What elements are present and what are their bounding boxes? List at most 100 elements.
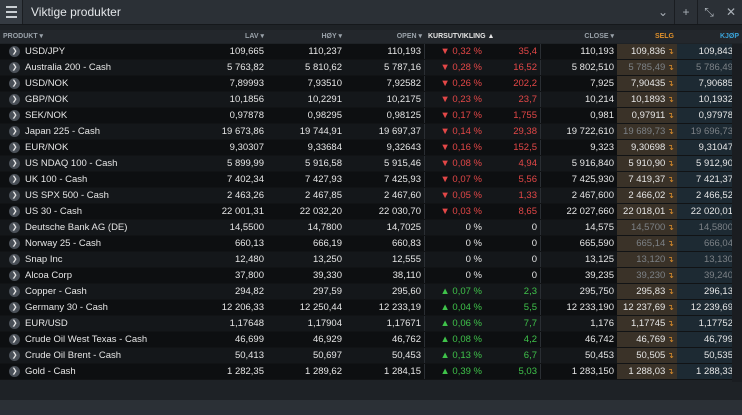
product-cell[interactable]: ❯ UK 100 - Cash: [0, 172, 186, 187]
table-row[interactable]: ❯ Germany 30 - Cash 12 206,33 12 250,44 12 2…: [0, 300, 742, 316]
expand-arrow-icon[interactable]: ❯: [9, 318, 20, 329]
table-row[interactable]: ❯ EUR/USD 1,17648 1,17904 1,17671 ▲ 0,06 % 7,7…: [0, 316, 742, 332]
product-cell[interactable]: ❯ US NDAQ 100 - Cash: [0, 156, 186, 171]
expand-arrow-icon[interactable]: ❯: [9, 62, 20, 73]
expand-arrow-icon[interactable]: ❯: [9, 270, 20, 281]
table-row[interactable]: ❯ UK 100 - Cash 7 402,34 7 427,93 7 425,93 ▼ …: [0, 172, 742, 188]
expand-arrow-icon[interactable]: ❯: [9, 190, 20, 201]
product-cell[interactable]: ❯ Snap Inc: [0, 252, 186, 267]
expand-arrow-icon[interactable]: ❯: [9, 238, 20, 249]
table-row[interactable]: ❯ US 30 - Cash 22 001,31 22 032,20 22 030,70…: [0, 204, 742, 220]
table-row[interactable]: ❯ USD/JPY 109,665 110,237 110,193 ▼ 0,32 % 35,…: [0, 44, 742, 60]
column-product[interactable]: PRODUKT ▾: [3, 33, 44, 40]
scrollbar[interactable]: [732, 44, 742, 382]
sell-button[interactable]: 0,97911 ↴: [617, 108, 677, 123]
table-row[interactable]: ❯ Crude Oil Brent - Cash 50,413 50,697 50,45…: [0, 348, 742, 364]
expand-arrow-icon[interactable]: ❯: [9, 222, 20, 233]
product-cell[interactable]: ❯ EUR/NOK: [0, 140, 186, 155]
product-cell[interactable]: ❯ Copper - Cash: [0, 284, 186, 299]
sell-button[interactable]: 12 237,69 ↴: [617, 300, 677, 315]
product-cell[interactable]: ❯ USD/NOK: [0, 76, 186, 91]
sell-button[interactable]: 109,836 ↴: [617, 44, 677, 59]
sell-button[interactable]: 19 689,73 ↴: [617, 124, 677, 139]
expand-arrow-icon[interactable]: ❯: [9, 286, 20, 297]
table-row[interactable]: ❯ Crude Oil West Texas - Cash 46,699 46,929…: [0, 332, 742, 348]
product-cell[interactable]: ❯ SEK/NOK: [0, 108, 186, 123]
chevron-down-icon[interactable]: ⌄: [657, 5, 669, 19]
table-row[interactable]: ❯ US SPX 500 - Cash 2 463,26 2 467,85 2 467,…: [0, 188, 742, 204]
column-sell[interactable]: SELG: [654, 33, 674, 40]
plus-icon[interactable]: +: [682, 5, 690, 19]
sell-button[interactable]: 7,90435 ↴: [617, 76, 677, 91]
expand-arrow-icon[interactable]: ❯: [9, 110, 20, 121]
sell-button[interactable]: 50,505 ↴: [617, 348, 677, 363]
table-row[interactable]: ❯ Japan 225 - Cash 19 673,86 19 744,91 19 69…: [0, 124, 742, 140]
expand-arrow-icon[interactable]: ❯: [9, 334, 20, 345]
sell-button[interactable]: 14,5700 ↴: [617, 220, 677, 235]
table-row[interactable]: ❯ Alcoa Corp 37,800 39,330 38,110 0 % 0 39,235 3…: [0, 268, 742, 284]
sell-button[interactable]: 2 466,02 ↴: [617, 188, 677, 203]
expand-arrow-icon[interactable]: ❯: [9, 206, 20, 217]
resize-icon[interactable]: ⤡: [704, 4, 714, 19]
sell-button[interactable]: 10,1893 ↴: [617, 92, 677, 107]
expand-arrow-icon[interactable]: ❯: [9, 302, 20, 313]
column-close[interactable]: CLOSE ▾: [584, 33, 614, 40]
product-cell[interactable]: ❯ Japan 225 - Cash: [0, 124, 186, 139]
expand-arrow-icon[interactable]: ❯: [9, 78, 20, 89]
expand-arrow-icon[interactable]: ❯: [9, 142, 20, 153]
sell-button[interactable]: 295,83 ↴: [617, 284, 677, 299]
sell-button[interactable]: 1,17745 ↴: [617, 316, 677, 331]
product-cell[interactable]: ❯ EUR/USD: [0, 316, 186, 331]
product-cell[interactable]: ❯ US 30 - Cash: [0, 204, 186, 219]
sell-button[interactable]: 39,230 ↴: [617, 268, 677, 283]
product-cell[interactable]: ❯ Crude Oil West Texas - Cash: [0, 332, 186, 347]
table-row[interactable]: ❯ Deutsche Bank AG (DE) 14,5500 14,7800 14,7…: [0, 220, 742, 236]
product-cell[interactable]: ❯ Alcoa Corp: [0, 268, 186, 283]
table-row[interactable]: ❯ Gold - Cash 1 282,35 1 289,62 1 284,15 ▲ 0,…: [0, 364, 742, 380]
table-row[interactable]: ❯ Australia 200 - Cash 5 763,82 5 810,62 5 7…: [0, 60, 742, 76]
close-icon[interactable]: ✕: [725, 5, 737, 19]
menu-icon[interactable]: [0, 0, 23, 24]
low-cell: 5 763,82: [227, 62, 264, 73]
table-row[interactable]: ❯ USD/NOK 7,89993 7,93510 7,92582 ▼ 0,26 % 202…: [0, 76, 742, 92]
expand-arrow-icon[interactable]: ❯: [9, 366, 20, 377]
table-row[interactable]: ❯ SEK/NOK 0,97878 0,98295 0,98125 ▼ 0,17 % 1,7…: [0, 108, 742, 124]
table-row[interactable]: ❯ US NDAQ 100 - Cash 5 899,99 5 916,58 5 915…: [0, 156, 742, 172]
table-row[interactable]: ❯ Copper - Cash 294,82 297,59 295,60 ▲ 0,07 %…: [0, 284, 742, 300]
expand-arrow-icon[interactable]: ❯: [9, 46, 20, 57]
table-row[interactable]: ❯ Snap Inc 12,480 13,250 12,555 0 % 0 13,125 13,…: [0, 252, 742, 268]
product-cell[interactable]: ❯ US SPX 500 - Cash: [0, 188, 186, 203]
sell-button[interactable]: 5 785,49 ↴: [617, 60, 677, 75]
sell-button[interactable]: 7 419,37 ↴: [617, 172, 677, 187]
product-cell[interactable]: ❯ GBP/NOK: [0, 92, 186, 107]
pct-change-cell: 0 %: [465, 222, 482, 233]
table-row[interactable]: ❯ GBP/NOK 10,1856 10,2291 10,2175 ▼ 0,23 % 23,…: [0, 92, 742, 108]
column-pct[interactable]: KURSUTVIKLING ▲: [428, 33, 495, 40]
sell-button[interactable]: 665,14 ↴: [617, 236, 677, 251]
expand-arrow-icon[interactable]: ❯: [9, 158, 20, 169]
table-row[interactable]: ❯ EUR/NOK 9,30307 9,33684 9,32643 ▼ 0,16 % 152…: [0, 140, 742, 156]
expand-arrow-icon[interactable]: ❯: [9, 254, 20, 265]
expand-arrow-icon[interactable]: ❯: [9, 350, 20, 361]
column-low[interactable]: LAV ▾: [245, 33, 264, 40]
expand-arrow-icon[interactable]: ❯: [9, 94, 20, 105]
column-buy[interactable]: KJØP: [719, 33, 739, 40]
product-cell[interactable]: ❯ Crude Oil Brent - Cash: [0, 348, 186, 363]
product-cell[interactable]: ❯ Germany 30 - Cash: [0, 300, 186, 315]
table-row[interactable]: ❯ Norway 25 - Cash 660,13 666,19 660,83 0 % 0 6…: [0, 236, 742, 252]
sell-button[interactable]: 46,769 ↴: [617, 332, 677, 347]
column-open[interactable]: OPEN ▾: [396, 33, 422, 40]
sell-button[interactable]: 1 288,03 ↴: [617, 364, 677, 379]
sell-button[interactable]: 5 910,90 ↴: [617, 156, 677, 171]
product-cell[interactable]: ❯ Gold - Cash: [0, 364, 186, 379]
expand-arrow-icon[interactable]: ❯: [9, 174, 20, 185]
product-cell[interactable]: ❯ USD/JPY: [0, 44, 186, 59]
product-cell[interactable]: ❯ Australia 200 - Cash: [0, 60, 186, 75]
sell-button[interactable]: 22 018,01 ↴: [617, 204, 677, 219]
sell-button[interactable]: 13,120 ↴: [617, 252, 677, 267]
product-cell[interactable]: ❯ Norway 25 - Cash: [0, 236, 186, 251]
product-cell[interactable]: ❯ Deutsche Bank AG (DE): [0, 220, 186, 235]
expand-arrow-icon[interactable]: ❯: [9, 126, 20, 137]
column-high[interactable]: HØY ▾: [321, 33, 342, 40]
sell-button[interactable]: 9,30698 ↴: [617, 140, 677, 155]
